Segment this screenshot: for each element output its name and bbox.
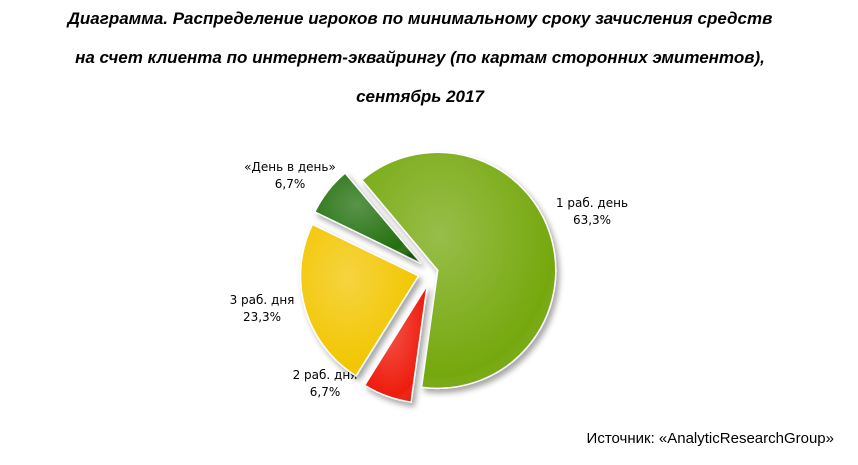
slice-label: 3 раб. дня	[230, 293, 295, 307]
slice-label: «День в день»	[244, 160, 336, 174]
slice-value-label: 63,3%	[573, 213, 611, 227]
slice-value-label: 6,7%	[275, 177, 306, 191]
chart-title: на счет клиента по интернет-эквайрингу (…	[75, 48, 765, 67]
slice-value-label: 6,7%	[310, 385, 341, 399]
source-note: Источник: «AnalyticResearchGroup»	[587, 430, 834, 447]
slice-value-label: 23,3%	[243, 310, 281, 324]
slice-label: 1 раб. день	[556, 196, 628, 210]
chart-title: сентябрь 2017	[356, 87, 485, 106]
chart-title: Диаграмма. Распределение игроков по мини…	[66, 9, 773, 28]
